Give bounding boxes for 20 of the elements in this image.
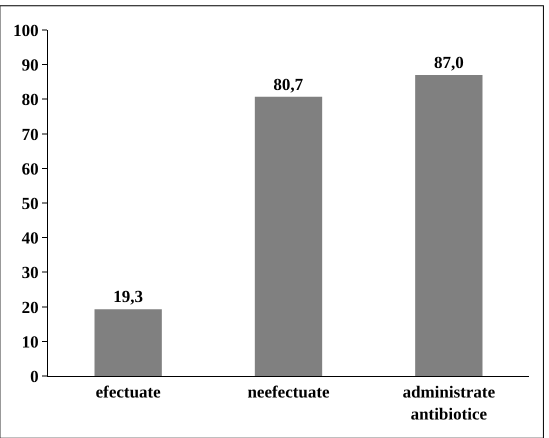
- y-tick-label: 0: [30, 366, 39, 386]
- x-tick-label: administrate antibiotice: [402, 382, 496, 424]
- x-tick-label: neefectuate: [247, 382, 330, 402]
- bar: [94, 309, 162, 376]
- y-tick-label: 50: [22, 194, 39, 213]
- data-label: 19,3: [113, 287, 144, 306]
- data-label: 80,7: [273, 74, 304, 94]
- y-tick-label: 100: [13, 20, 39, 40]
- y-tick-label: 20: [22, 298, 39, 317]
- y-tick-label: 90: [22, 56, 39, 75]
- bar: [254, 96, 322, 376]
- x-tick-label: efectuate: [96, 382, 162, 402]
- y-tick-label: 70: [22, 124, 39, 144]
- y-tick-label: 80: [22, 90, 39, 110]
- bar: [415, 74, 482, 376]
- data-label: 87,0: [434, 52, 464, 72]
- y-tick-label: 60: [22, 159, 39, 178]
- y-tick-label: 30: [22, 263, 39, 282]
- y-tick-label: 10: [22, 332, 39, 352]
- y-tick-label: 40: [22, 228, 39, 248]
